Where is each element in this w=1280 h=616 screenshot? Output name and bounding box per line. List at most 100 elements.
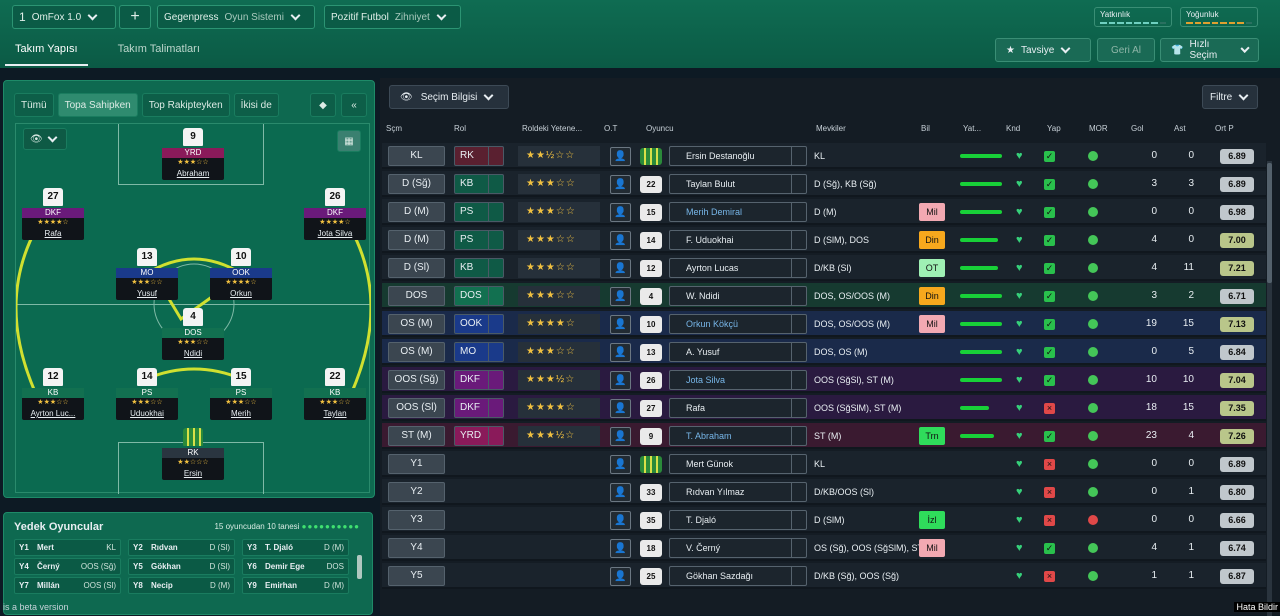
- person-icon[interactable]: 👤: [610, 231, 631, 250]
- person-icon[interactable]: 👤: [610, 399, 631, 418]
- player-select[interactable]: A. Yusuf: [669, 342, 807, 362]
- bench-item[interactable]: Y6 Demir Ege DOS: [242, 558, 349, 575]
- tab-takim-yapisi[interactable]: Takım Yapısı: [5, 38, 88, 66]
- bug-report-link[interactable]: Hata Bildir: [1234, 602, 1280, 612]
- col-ort[interactable]: Ort P: [1215, 124, 1234, 133]
- col-ast[interactable]: Ast: [1174, 124, 1186, 133]
- role-select[interactable]: MO: [454, 342, 504, 362]
- col-gol[interactable]: Gol: [1131, 124, 1144, 133]
- player-name[interactable]: Taylan: [323, 409, 347, 418]
- person-icon[interactable]: 👤: [610, 175, 631, 194]
- player-name[interactable]: Ndidi: [183, 349, 203, 358]
- role-select[interactable]: PS: [454, 230, 504, 250]
- position-slot[interactable]: Y4: [388, 538, 445, 558]
- filter-button[interactable]: Filtre: [1202, 85, 1258, 109]
- player-select[interactable]: T. Djaló: [669, 510, 807, 530]
- position-slot[interactable]: D (Sğ): [388, 174, 445, 194]
- col-knd[interactable]: Knd: [1006, 124, 1021, 133]
- collapse-icon[interactable]: «: [341, 93, 367, 117]
- position-slot[interactable]: OS (M): [388, 342, 445, 362]
- position-slot[interactable]: DOS: [388, 286, 445, 306]
- player-select[interactable]: W. Ndidi: [669, 286, 807, 306]
- col-bil[interactable]: Bil: [921, 124, 930, 133]
- person-icon[interactable]: 👤: [610, 455, 631, 474]
- table-row[interactable]: Y4 👤 18 V. Černý OS (Sğ), OOS (SğSlM), ST ..…: [382, 535, 1266, 561]
- col-mevkiler[interactable]: Mevkiler: [816, 124, 846, 133]
- formation-icon[interactable]: ◆: [310, 93, 336, 117]
- tactic-selector[interactable]: 1 OmFox 1.0: [12, 5, 116, 29]
- player-name[interactable]: Ayrton Luc...: [30, 409, 76, 418]
- person-icon[interactable]: 👤: [610, 147, 631, 166]
- bench-item[interactable]: Y9 Emirhan D (M): [242, 577, 349, 594]
- pitch-player[interactable]: 9 YRD ★★★☆☆ Abraham: [162, 128, 224, 180]
- position-slot[interactable]: KL: [388, 146, 445, 166]
- player-select[interactable]: T. Abraham: [669, 426, 807, 446]
- filter-ikisi-de[interactable]: İkisi de: [233, 93, 279, 117]
- filter-top-rakipteyken[interactable]: Top Rakipteyken: [141, 93, 230, 117]
- col-ot[interactable]: O.T: [604, 124, 618, 133]
- player-select[interactable]: Mert Günok: [669, 454, 807, 474]
- bench-item[interactable]: Y4 Černý OOS (Sğ): [14, 558, 121, 575]
- table-row[interactable]: D (Sğ) KB ★★★☆☆ 👤 22 Taylan Bulut D (Sğ), KB (…: [382, 171, 1266, 197]
- pitch-player[interactable]: 26 DKF ★★★★☆ Jota Silva: [304, 188, 366, 240]
- pitch-player[interactable]: 12 KB ★★★☆☆ Ayrton Luc...: [22, 368, 84, 420]
- role-select[interactable]: DKF: [454, 370, 504, 390]
- tavsiye-button[interactable]: ★ Tavsiye: [995, 38, 1091, 62]
- role-select[interactable]: YRD: [454, 426, 504, 446]
- pitch-player[interactable]: 13 MO ★★★☆☆ Yusuf: [116, 248, 178, 300]
- player-select[interactable]: V. Černý: [669, 538, 807, 558]
- table-row[interactable]: Y1 👤 1 Mert Günok KL ♥ × 0 0 6.89: [382, 451, 1266, 477]
- table-row[interactable]: D (Sl) KB ★★★☆☆ 👤 12 Ayrton Lucas D/KB (Sl) OT ♥…: [382, 255, 1266, 281]
- tab-takim-talimatlari[interactable]: Takım Talimatları: [117, 43, 200, 55]
- selection-info-button[interactable]: 👁 Seçim Bilgisi: [389, 85, 509, 109]
- position-slot[interactable]: Y2: [388, 482, 445, 502]
- player-select[interactable]: Ersin Destanoğlu: [669, 146, 807, 166]
- table-row[interactable]: DOS DOS ★★★☆☆ 👤 4 W. Ndidi DOS, OS/OOS (M) Din ♥…: [382, 283, 1266, 309]
- col-yap[interactable]: Yap: [1047, 124, 1061, 133]
- person-icon[interactable]: 👤: [610, 343, 631, 362]
- role-select[interactable]: PS: [454, 202, 504, 222]
- person-icon[interactable]: 👤: [610, 315, 631, 334]
- position-slot[interactable]: Y3: [388, 510, 445, 530]
- player-name[interactable]: Merih: [230, 409, 251, 418]
- table-row[interactable]: ST (M) YRD ★★★½☆ 👤 9 T. Abraham ST (M) Trn ♥ ✓ 23 4…: [382, 423, 1266, 449]
- person-icon[interactable]: 👤: [610, 371, 631, 390]
- role-select[interactable]: KB: [454, 174, 504, 194]
- player-name[interactable]: Uduokhai: [130, 409, 164, 418]
- player-select[interactable]: F. Uduokhai: [669, 230, 807, 250]
- player-select[interactable]: Ayrton Lucas: [669, 258, 807, 278]
- filter-tumu[interactable]: Tümü: [14, 93, 54, 117]
- table-row[interactable]: OS (M) MO ★★★☆☆ 👤 13 A. Yusuf DOS, OS (M) ♥ ✓ 0 5 6…: [382, 339, 1266, 365]
- mentality-selector[interactable]: Pozitif Futbol Zihniyet: [324, 5, 461, 29]
- person-icon[interactable]: 👤: [610, 287, 631, 306]
- col-oyuncu[interactable]: Oyuncu: [646, 124, 674, 133]
- system-selector[interactable]: Gegenpress Oyun Sistemi: [157, 5, 315, 29]
- table-row[interactable]: OOS (Sğ) DKF ★★★½☆ 👤 26 Jota Silva OOS (SğSl),…: [382, 367, 1266, 393]
- position-slot[interactable]: Y5: [388, 566, 445, 586]
- col-rol[interactable]: Rol: [454, 124, 467, 133]
- position-slot[interactable]: ST (M): [388, 426, 445, 446]
- col-scm[interactable]: Sçm: [386, 124, 402, 133]
- position-slot[interactable]: OOS (Sl): [388, 398, 445, 418]
- player-name[interactable]: Rafa: [44, 229, 62, 238]
- position-slot[interactable]: D (Sl): [388, 258, 445, 278]
- table-row[interactable]: Y5 👤 25 Gökhan Sazdağı D/KB (Sğ), OOS (Sğ) ♥ ×…: [382, 563, 1266, 589]
- player-name[interactable]: Yusuf: [136, 289, 157, 298]
- person-icon[interactable]: 👤: [610, 483, 631, 502]
- pitch-player[interactable]: 4 DOS ★★★☆☆ Ndidi: [162, 308, 224, 360]
- player-select[interactable]: Merih Demiral: [669, 202, 807, 222]
- geri-al-button[interactable]: Geri Al: [1097, 38, 1155, 62]
- player-select[interactable]: Rıdvan Yılmaz: [669, 482, 807, 502]
- eye-toggle[interactable]: 👁: [23, 128, 67, 150]
- pitch-player[interactable]: 27 DKF ★★★★☆ Rafa: [22, 188, 84, 240]
- col-yet[interactable]: Roldeki Yetene...: [522, 124, 583, 133]
- player-name[interactable]: Jota Silva: [317, 229, 353, 238]
- player-select[interactable]: Gökhan Sazdağı: [669, 566, 807, 586]
- player-name[interactable]: Orkun: [230, 289, 252, 298]
- table-row[interactable]: D (M) PS ★★★☆☆ 👤 15 Merih Demiral D (M) Mil ♥ ✓ 0 0…: [382, 199, 1266, 225]
- position-slot[interactable]: OS (M): [388, 314, 445, 334]
- player-select[interactable]: Taylan Bulut: [669, 174, 807, 194]
- position-slot[interactable]: D (M): [388, 230, 445, 250]
- table-row[interactable]: OS (M) OOK ★★★★☆ 👤 10 Orkun Kökçü DOS, OS/OOS …: [382, 311, 1266, 337]
- table-row[interactable]: Y3 👤 35 T. Djaló D (SlM) İzl ♥ × 0 0 6.66: [382, 507, 1266, 533]
